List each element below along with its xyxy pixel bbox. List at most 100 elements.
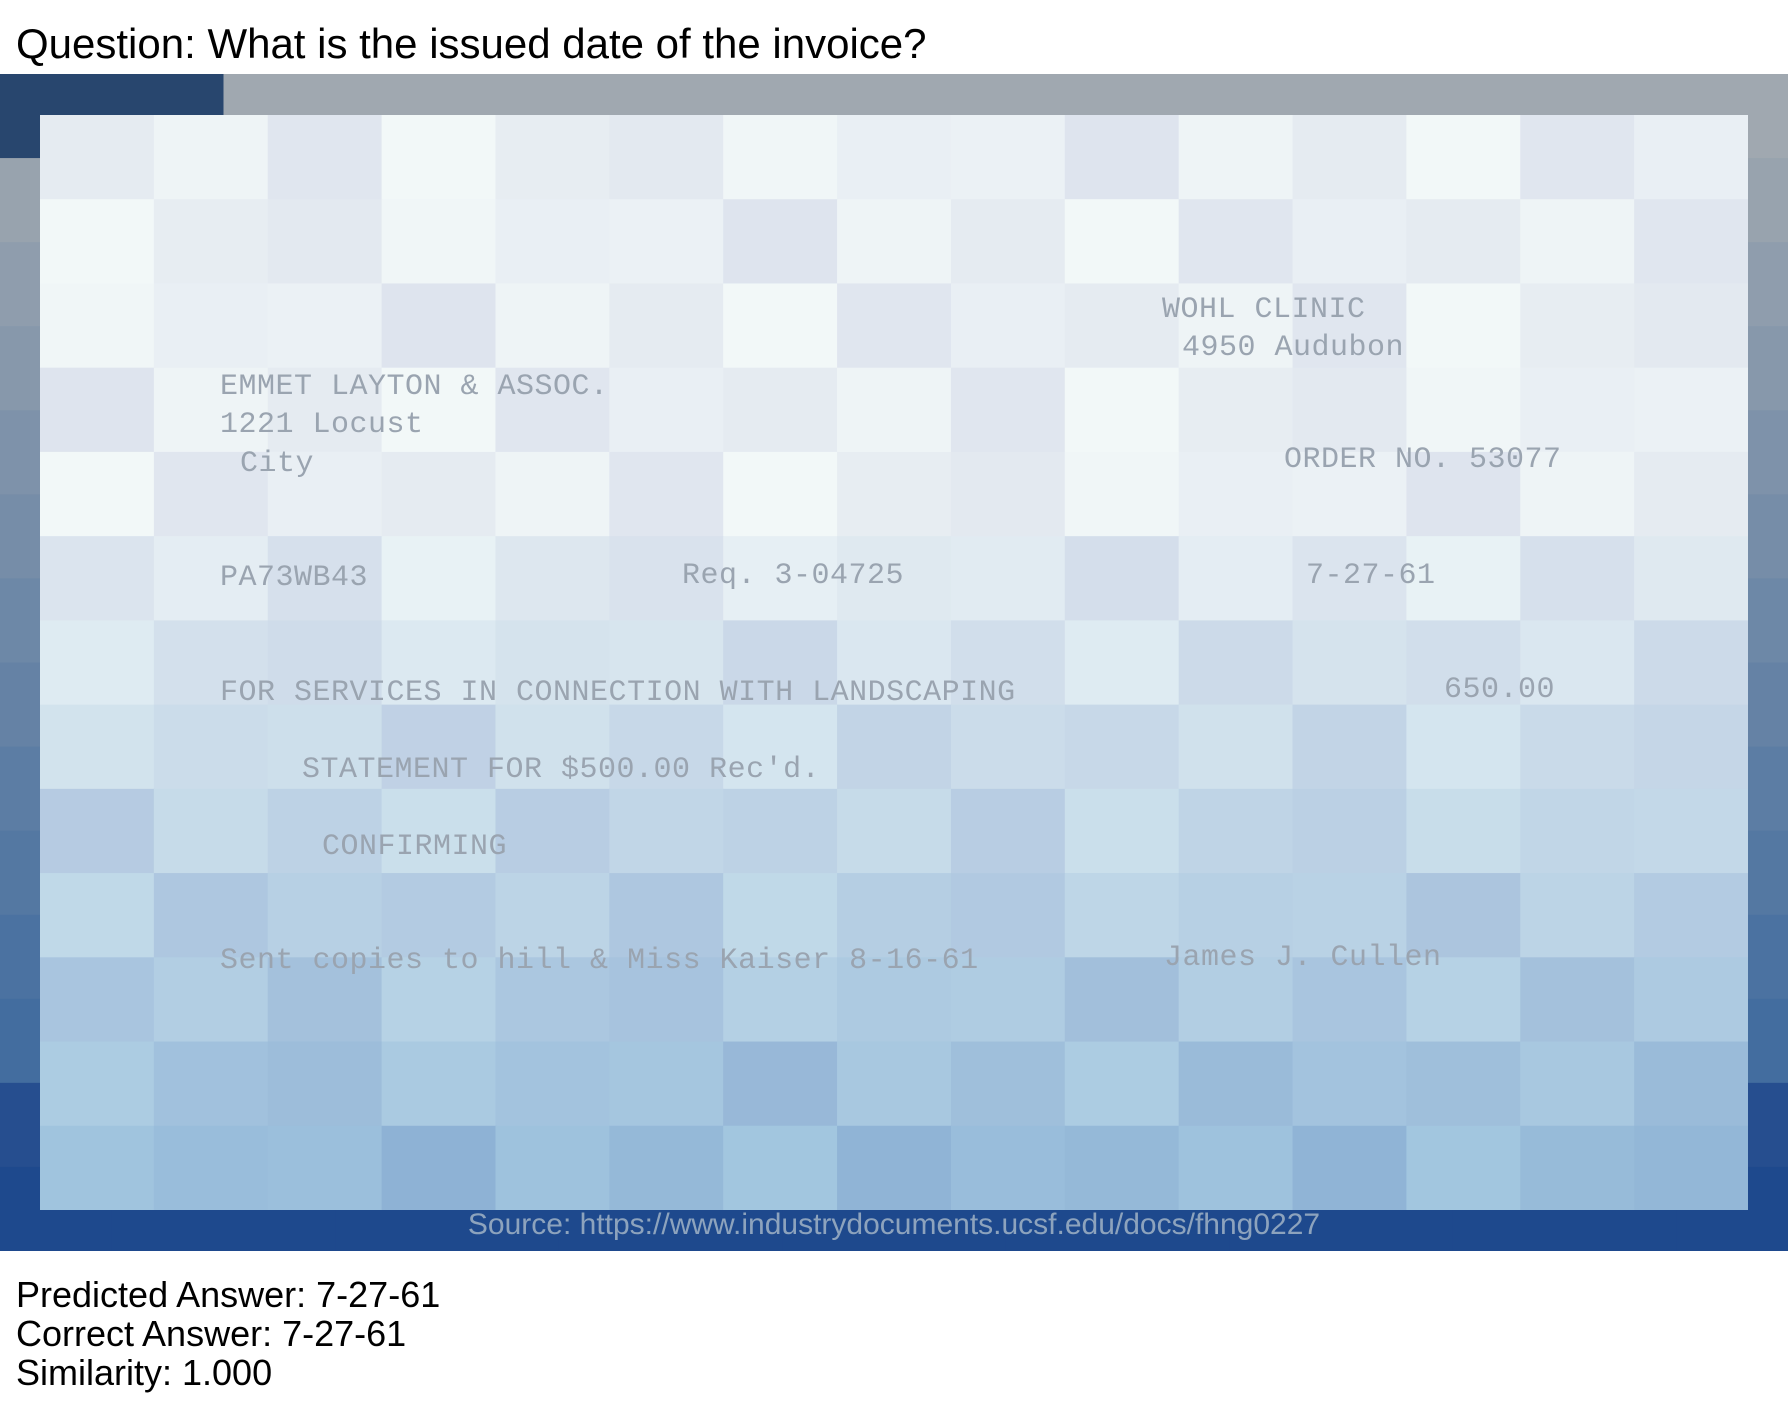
paper-mosaic-cell — [153, 283, 269, 369]
paper-mosaic-cell — [1292, 367, 1408, 453]
paper-mosaic-cell — [723, 536, 839, 622]
paper-mosaic-cell — [837, 873, 952, 959]
clinic-name: WOHL CLINIC — [1162, 293, 1366, 327]
paper-mosaic-cell — [267, 451, 383, 538]
paper-mosaic-cell — [495, 536, 611, 622]
paper-mosaic-cell — [723, 873, 839, 959]
paper-mosaic-cell — [609, 1041, 725, 1127]
paper-mosaic-cell — [837, 704, 952, 790]
paper-mosaic-cell — [1634, 1041, 1748, 1127]
paper-mosaic-cell — [40, 115, 155, 201]
paper-mosaic-cell — [1178, 788, 1294, 875]
paper-mosaic-cell — [1292, 957, 1408, 1043]
paper-mosaic-cell — [723, 367, 839, 453]
paper-mosaic-cell — [153, 115, 269, 201]
paper-mosaic-cell — [1064, 1125, 1180, 1210]
paper-mosaic-cell — [723, 788, 839, 875]
paper-mosaic-cell — [1406, 451, 1522, 538]
paper-mosaic-cell — [950, 1041, 1066, 1127]
paper-mosaic-cell — [1064, 283, 1180, 369]
paper-mosaic-cell — [950, 957, 1066, 1043]
paper-mosaic-cell — [495, 283, 611, 369]
paper-mosaic-cell — [837, 620, 952, 706]
paper-mosaic-cell — [153, 367, 269, 453]
paper-mosaic-cell — [609, 115, 725, 201]
paper-mosaic-cell — [1064, 1041, 1180, 1127]
paper-mosaic-cell — [1406, 536, 1522, 622]
paper-mosaic-cell — [267, 620, 383, 706]
question-text: Question: What is the issued date of the… — [16, 20, 927, 67]
amount: 650.00 — [1444, 673, 1556, 707]
paper-mosaic-cell — [153, 536, 269, 622]
paper-mosaic-cell — [1634, 620, 1748, 706]
confirming-line: CONFIRMING — [322, 830, 508, 864]
clinic-address: 4950 Audubon — [1182, 331, 1405, 365]
paper-mosaic-cell — [1064, 451, 1180, 538]
paper-mosaic-cell — [1064, 115, 1180, 201]
paper-mosaic-cell — [950, 115, 1066, 201]
copies-note: Sent copies to hill & Miss Kaiser 8-16-6… — [220, 944, 979, 978]
paper-mosaic-cell — [495, 115, 611, 201]
paper-mosaic-cell — [1406, 704, 1522, 790]
paper-mosaic-cell — [153, 620, 269, 706]
paper-mosaic-cell — [950, 704, 1066, 790]
paper-mosaic-cell — [495, 1041, 611, 1127]
paper-mosaic-cell — [1292, 1125, 1408, 1210]
paper-mosaic-cell — [837, 1125, 952, 1210]
paper-mosaic-cell — [950, 873, 1066, 959]
paper-mosaic-cell — [1292, 1041, 1408, 1127]
paper-mosaic-cell — [1634, 451, 1748, 538]
paper-mosaic-cell — [837, 283, 952, 369]
paper-mosaic-cell — [381, 957, 497, 1043]
paper-mosaic-cell — [153, 451, 269, 538]
paper-mosaic-cell — [1178, 199, 1294, 285]
paper-mosaic-cell — [723, 704, 839, 790]
paper-mosaic-cell — [1520, 283, 1636, 369]
vendor-street: 1221 Locust — [220, 408, 424, 442]
paper-mosaic-cell — [1406, 115, 1522, 201]
paper-mosaic-cell — [1406, 283, 1522, 369]
paper-mosaic-cell — [267, 115, 383, 201]
paper-mosaic-cell — [495, 451, 611, 538]
paper-mosaic-cell — [837, 536, 952, 622]
paper-mosaic-cell — [267, 283, 383, 369]
paper-mosaic-cell — [1292, 115, 1408, 201]
paper-mosaic-cell — [609, 367, 725, 453]
paper-mosaic-cell — [723, 957, 839, 1043]
paper-mosaic-cell — [267, 1125, 383, 1210]
paper-mosaic-cell — [837, 199, 952, 285]
paper-mosaic-cell — [609, 199, 725, 285]
paper-mosaic-cell — [950, 788, 1066, 875]
paper-mosaic-cell — [1292, 199, 1408, 285]
paper-mosaic-cell — [1178, 1041, 1294, 1127]
paper-mosaic-cell — [381, 704, 497, 790]
paper-mosaic-cell — [609, 704, 725, 790]
paper-mosaic-cell — [723, 451, 839, 538]
paper-mosaic-cell — [1064, 704, 1180, 790]
paper-mosaic-cell — [837, 1041, 952, 1127]
paper-mosaic-cell — [837, 957, 952, 1043]
paper-mosaic-cell — [723, 1041, 839, 1127]
paper-mosaic-cell — [1292, 451, 1408, 538]
statement-line: STATEMENT FOR $500.00 Rec'd. — [302, 753, 821, 787]
paper-mosaic-cell — [267, 704, 383, 790]
paper-mosaic-cell — [1064, 873, 1180, 959]
paper-mosaic-cell — [40, 536, 155, 622]
paper-mosaic-cell — [40, 620, 155, 706]
paper-mosaic-cell — [153, 199, 269, 285]
paper-mosaic-cell — [381, 367, 497, 453]
paper-mosaic-cell — [950, 536, 1066, 622]
paper-mosaic-cell — [381, 1125, 497, 1210]
order-number: ORDER NO. 53077 — [1284, 443, 1562, 477]
paper-mosaic-cell — [1292, 620, 1408, 706]
paper-mosaic-cell — [153, 788, 269, 875]
paper-mosaic-cell — [1520, 620, 1636, 706]
paper-mosaic-cell — [1520, 788, 1636, 875]
paper-mosaic-cell — [40, 1041, 155, 1127]
paper-mosaic-cell — [40, 283, 155, 369]
paper-mosaic-cell — [1292, 536, 1408, 622]
paper-mosaic-cell — [381, 115, 497, 201]
paper-mosaic-cell — [40, 704, 155, 790]
paper-mosaic-cell — [609, 873, 725, 959]
paper-mosaic-cell — [1406, 873, 1522, 959]
